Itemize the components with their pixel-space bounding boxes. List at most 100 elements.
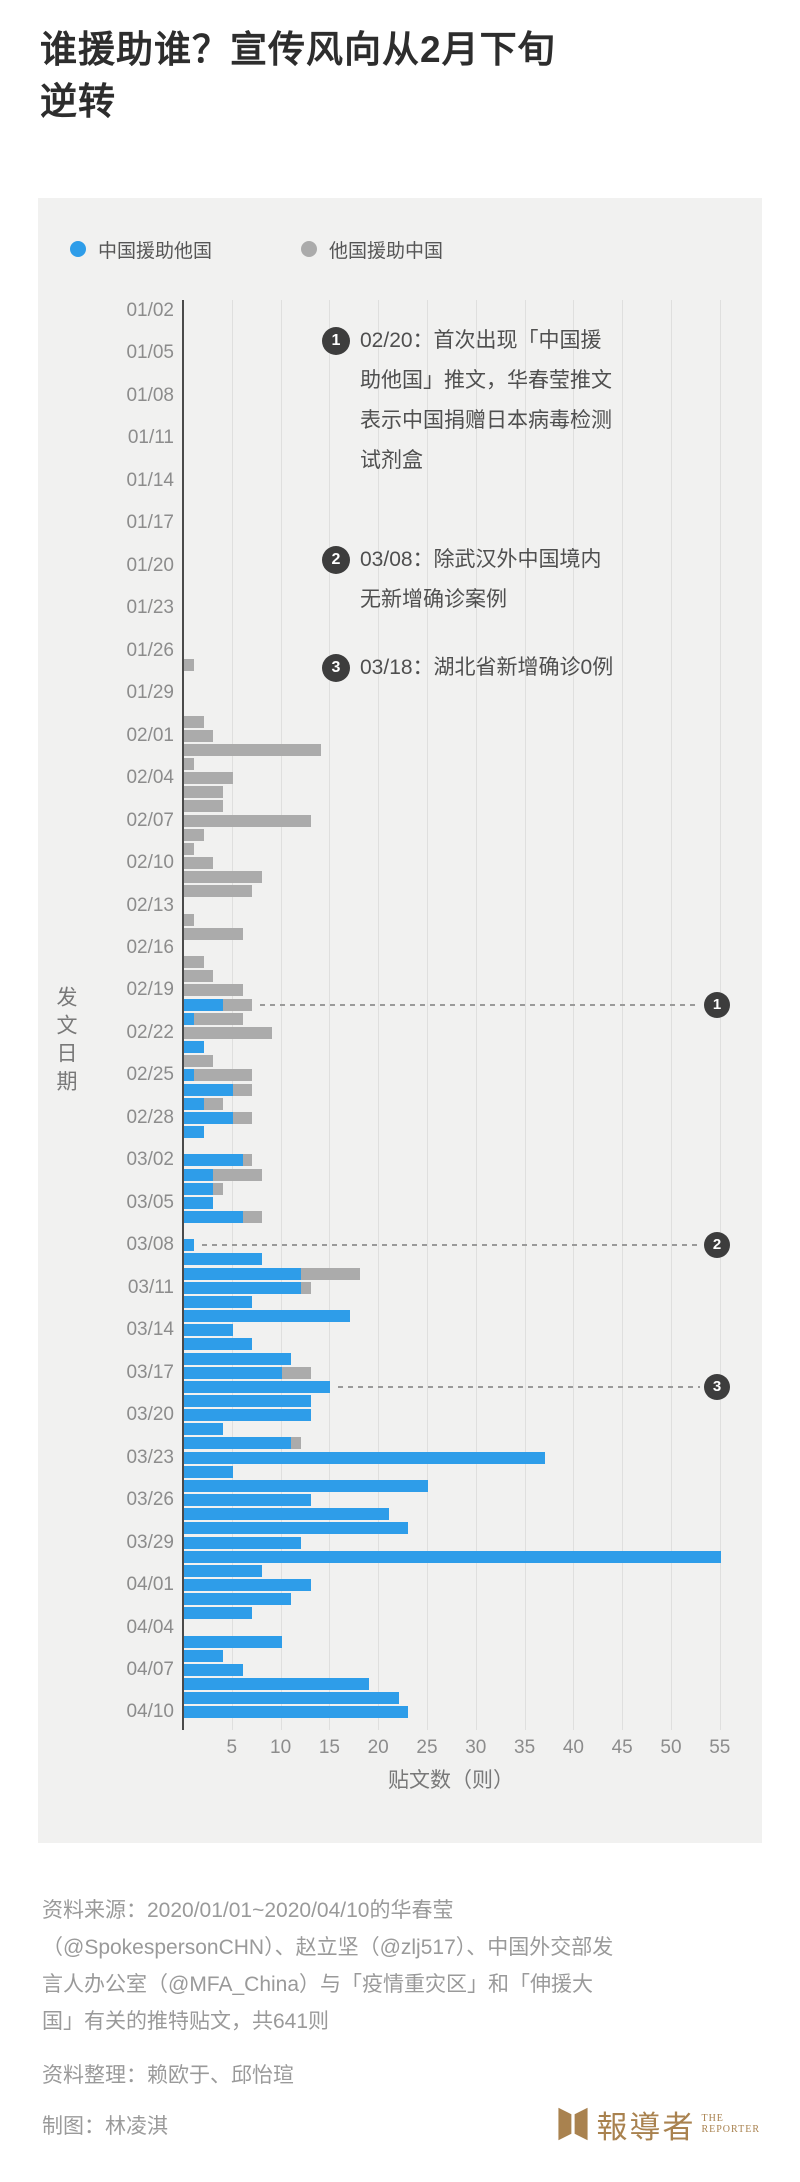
y-tick-label: 01/11 [127, 427, 174, 449]
bar-segment-china-aids-others [184, 1479, 428, 1492]
y-tick-label: 04/01 [126, 1574, 174, 1596]
legend-item-others-aid-china: 他国援助中国 [301, 236, 443, 262]
x-tick-label: 25 [416, 1737, 438, 1758]
grid-line [329, 300, 331, 1730]
x-tick-label: 30 [465, 1737, 487, 1758]
x-tick-label: 10 [270, 1737, 292, 1758]
y-tick-label: 01/20 [126, 554, 174, 576]
y-tick-label: 04/07 [126, 1658, 174, 1680]
y-tick-label: 03/23 [126, 1446, 174, 1468]
y-tick-label: 02/19 [126, 979, 174, 1001]
footer-credits: 资料整理：赖欧于、邱怡瑄 [42, 2064, 294, 2087]
bar-segment-others-aid-china [184, 984, 243, 997]
bar-segment-china-aids-others [184, 1083, 233, 1096]
bar-segment-china-aids-others [184, 1041, 204, 1054]
y-axis-label: 发文日期 [54, 986, 77, 1098]
bar-segment-china-aids-others [184, 1366, 282, 1379]
bar-segment-others-aid-china [184, 772, 233, 785]
bar-segment-china-aids-others [184, 1508, 389, 1521]
bar-segment-others-aid-china [184, 658, 194, 671]
y-tick-label: 01/08 [126, 384, 174, 406]
bar-segment-others-aid-china [242, 1154, 253, 1167]
bar-segment-others-aid-china [281, 1366, 311, 1379]
x-tick-label: 5 [226, 1737, 238, 1758]
y-tick-label: 01/05 [126, 342, 174, 364]
plot-area: 5 10 15 20 25 30 35 40 45 50 55 01/02 01/05 01/08 01/1… [38, 198, 762, 1843]
bar-segment-others-aid-china [184, 786, 224, 799]
legend-item-china-aids-others: 中国援助他国 [70, 236, 212, 262]
footer-maker: 制图：林凌淇 [42, 2115, 168, 2138]
bar-segment-china-aids-others [184, 1253, 263, 1266]
x-tick-label: 20 [367, 1737, 389, 1758]
annotation-badge-3: 3 [322, 654, 350, 682]
bar-segment-china-aids-others [184, 1069, 194, 1082]
page-title: 谁援助谁？宣传风向从2月下旬 逆转 [40, 24, 760, 128]
grid-line [475, 300, 477, 1730]
bar-segment-others-aid-china [193, 1012, 243, 1025]
bar-segment-others-aid-china [184, 828, 204, 841]
bar-segment-china-aids-others [184, 1111, 233, 1124]
y-tick-label: 02/01 [126, 724, 174, 746]
bar-segment-china-aids-others [184, 1295, 253, 1308]
title-line-1: 谁援助谁？宣传风向从2月下旬 [40, 29, 556, 70]
event-dashed-line [338, 1385, 700, 1388]
y-tick-label: 02/07 [126, 809, 174, 831]
bar-segment-china-aids-others [184, 1352, 292, 1365]
bar-segment-china-aids-others [184, 1097, 204, 1110]
bar-segment-others-aid-china [184, 1026, 272, 1039]
bar-segment-china-aids-others [184, 1324, 233, 1337]
bar-segment-china-aids-others [184, 1649, 224, 1662]
bar-segment-others-aid-china [184, 956, 204, 969]
grid-line [573, 300, 575, 1730]
x-axis-label: 贴文数（则） [388, 1769, 514, 1792]
y-axis-line [182, 300, 184, 1730]
bar-segment-china-aids-others [184, 1692, 399, 1705]
bar-segment-china-aids-others [184, 1550, 721, 1563]
bar-segment-others-aid-china [213, 1182, 224, 1195]
bar-segment-china-aids-others [184, 1168, 214, 1181]
bar-segment-others-aid-china [184, 885, 253, 898]
x-tick-label: 55 [709, 1737, 731, 1758]
bar-segment-china-aids-others [184, 1154, 243, 1167]
bar-segment-china-aids-others [184, 1281, 302, 1294]
title-line-2: 逆转 [40, 81, 116, 122]
grid-line [671, 300, 672, 1730]
bar-segment-others-aid-china [213, 1168, 263, 1181]
grid-line [427, 300, 428, 1730]
bar-segment-china-aids-others [184, 1338, 253, 1351]
bar-segment-china-aids-others [184, 1210, 243, 1223]
y-tick-label: 03/17 [126, 1361, 174, 1383]
bar-segment-china-aids-others [184, 1593, 292, 1606]
bar-segment-others-aid-china [184, 757, 194, 770]
event-badge-3: 3 [704, 1373, 730, 1400]
bar-segment-china-aids-others [184, 1536, 302, 1549]
y-tick-label: 04/10 [126, 1701, 174, 1723]
y-tick-label: 03/29 [126, 1531, 174, 1553]
bar-segment-china-aids-others [184, 1423, 224, 1436]
y-tick-label: 01/23 [126, 597, 174, 619]
legend-dot-gray-icon [301, 241, 317, 257]
y-tick-label: 03/14 [126, 1319, 174, 1341]
bar-segment-others-aid-china [184, 927, 243, 940]
annotation-badge-1: 1 [322, 327, 350, 355]
bar-segment-china-aids-others [184, 1380, 331, 1393]
y-tick-label: 01/17 [126, 512, 174, 534]
y-tick-label: 03/26 [126, 1489, 174, 1511]
bar-segment-china-aids-others [184, 1267, 302, 1280]
bar-segment-others-aid-china [193, 1069, 253, 1082]
bar-segment-china-aids-others [184, 998, 224, 1011]
y-tick-label: 02/13 [126, 894, 174, 916]
y-tick-label: 04/04 [126, 1616, 174, 1638]
bar-segment-others-aid-china [184, 970, 214, 983]
bar-segment-others-aid-china [184, 814, 311, 827]
bar-segment-china-aids-others [184, 1395, 311, 1407]
bar-segment-others-aid-china [184, 913, 194, 926]
y-tick-label: 02/28 [126, 1106, 174, 1128]
y-tick-label: 02/10 [126, 852, 174, 874]
legend-label-others-aid-china: 他国援助中国 [329, 240, 444, 262]
y-tick-label: 02/04 [126, 767, 174, 789]
bar-segment-others-aid-china [301, 1267, 360, 1280]
logo-en-text: THE REPORTER [701, 2113, 760, 2135]
event-dashed-line [260, 1003, 700, 1006]
